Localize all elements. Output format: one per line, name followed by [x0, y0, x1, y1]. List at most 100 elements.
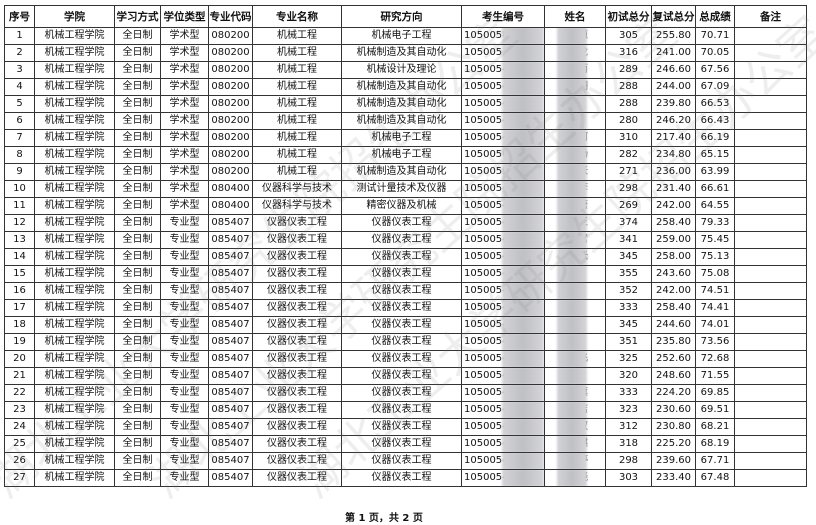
retest-score-text: 241.00 [656, 47, 691, 58]
major-code-text: 080400 [211, 200, 250, 211]
research-direction-cell: 仪器仪表工程 [341, 469, 462, 487]
total-score-cell: 66.61 [695, 180, 735, 198]
major-name-text: 仪器仪表工程 [267, 370, 327, 381]
study-mode-cell: 全日制 [114, 231, 161, 249]
degree-type-text: 学术型 [169, 200, 200, 211]
candidate-id-text: 105005411 [464, 251, 522, 262]
header-major-name: 专业名称 [252, 5, 342, 28]
research-direction-cell: 仪器仪表工程 [341, 333, 462, 351]
header-degree-type: 学位类型 [160, 5, 209, 28]
name-cell [544, 316, 606, 334]
redaction-blur [502, 79, 544, 95]
study-mode-text: 全日制 [122, 251, 153, 262]
study-mode-cell: 全日制 [114, 129, 161, 147]
major-code-cell: 080400 [208, 197, 253, 215]
major-code-text: 080200 [211, 149, 250, 160]
redaction-blur [502, 470, 544, 486]
remarks-cell [734, 418, 807, 436]
major-code-text: 085407 [211, 217, 250, 228]
table-row: 9 机械工程学院 全日制 学术型 080200 机械工程 机械制造及其自动化 10500552… [4, 163, 807, 181]
major-code-cell: 080200 [208, 44, 253, 62]
research-direction-cell: 仪器仪表工程 [341, 367, 462, 385]
remarks-cell [734, 299, 807, 317]
redaction-blur [502, 130, 544, 146]
page-footer: 第 1 页，共 2 页 [345, 513, 423, 524]
college-text: 机械工程学院 [44, 387, 105, 398]
college-cell: 机械工程学院 [34, 469, 115, 487]
research-direction-cell: 机械制造及其自动化 [341, 44, 462, 62]
major-name-text: 仪器仪表工程 [267, 217, 327, 228]
total-score-cell: 69.51 [695, 401, 735, 419]
index-text: 2 [16, 47, 23, 58]
index-text: 15 [13, 268, 26, 279]
major-code-text: 080200 [211, 30, 250, 41]
name-cell [544, 367, 606, 385]
major-code-cell: 085407 [208, 418, 253, 436]
table-row: 23 机械工程学院 全日制 专业型 085407 仪器仪表工程 仪器仪表工程 10500542… [4, 401, 807, 419]
index-text: 21 [13, 370, 26, 381]
prelim-score-cell: 298 [605, 180, 652, 198]
study-mode-text: 全日制 [122, 319, 153, 330]
prelim-score-cell: 333 [605, 384, 652, 402]
retest-score-cell: 255.80 [651, 27, 696, 45]
college-cell: 机械工程学院 [34, 27, 115, 45]
college-cell: 机械工程学院 [34, 146, 115, 164]
research-direction-text: 测试计量技术及仪器 [356, 183, 447, 194]
candidate-id-text: 105005420 [464, 268, 522, 279]
degree-type-cell: 专业型 [160, 231, 209, 249]
candidate-id-text: 105005520 [464, 166, 522, 177]
college-cell: 机械工程学院 [34, 367, 115, 385]
major-name-text: 仪器仪表工程 [267, 234, 327, 245]
major-code-text: 085407 [211, 421, 250, 432]
header-research-direction: 研究方向 [341, 5, 462, 28]
prelim-score-cell: 345 [605, 316, 652, 334]
major-code-text: 085407 [211, 472, 250, 483]
candidate-id-cell: 10500542 [461, 61, 545, 79]
name-cell [544, 333, 606, 351]
retest-score-cell: 230.60 [651, 401, 696, 419]
prelim-score-text: 298 [618, 183, 639, 194]
redaction-blur [557, 266, 587, 282]
candidate-id-text: 105005421 [464, 81, 522, 92]
study-mode-text: 全日制 [122, 166, 153, 177]
major-name-cell: 仪器仪表工程 [252, 367, 342, 385]
total-score-text: 75.45 [700, 234, 730, 245]
research-direction-cell: 仪器仪表工程 [341, 265, 462, 283]
total-score-text: 74.01 [700, 319, 730, 330]
redaction-blur [502, 28, 544, 44]
college-cell: 机械工程学院 [34, 44, 115, 62]
retest-score-text: 242.00 [656, 200, 691, 211]
research-direction-cell: 仪器仪表工程 [341, 384, 462, 402]
total-score-text: 70.05 [700, 47, 730, 58]
total-score-text: 72.68 [700, 353, 730, 364]
research-direction-text: 仪器仪表工程 [371, 302, 432, 313]
research-direction-cell: 测试计量技术及仪器 [341, 180, 462, 198]
major-code-cell: 080200 [208, 146, 253, 164]
major-name-cell: 仪器科学与技术 [252, 180, 342, 198]
redaction-blur [557, 419, 587, 435]
index-text: 24 [13, 421, 26, 432]
major-name-text: 机械工程 [277, 64, 317, 75]
index-text: 23 [13, 404, 26, 415]
prelim-score-text: 280 [618, 115, 639, 126]
retest-score-cell: 242.00 [651, 282, 696, 300]
degree-type-cell: 学术型 [160, 146, 209, 164]
remarks-cell [734, 248, 807, 266]
major-name-cell: 机械工程 [252, 163, 342, 181]
table-row: 6 机械工程学院 全日制 学术型 080200 机械工程 机械制造及其自动化 10500542… [4, 112, 807, 130]
table-row: 1 机械工程学院 全日制 学术型 080200 机械工程 机械电子工程 10500542 恒 30… [4, 27, 807, 45]
major-code-cell: 085407 [208, 333, 253, 351]
redaction-blur [502, 351, 544, 367]
remarks-cell [734, 367, 807, 385]
prelim-score-text: 333 [618, 387, 639, 398]
candidate-id-cell: 10500541 [461, 350, 545, 368]
degree-type-text: 专业型 [169, 387, 200, 398]
major-name-text: 仪器科学与技术 [262, 200, 332, 211]
major-code-cell: 085407 [208, 367, 253, 385]
degree-type-cell: 专业型 [160, 384, 209, 402]
study-mode-text: 全日制 [122, 438, 153, 449]
total-score-text: 67.48 [700, 472, 730, 483]
degree-type-cell: 专业型 [160, 418, 209, 436]
college-text: 机械工程学院 [44, 438, 105, 449]
research-direction-cell: 机械电子工程 [341, 146, 462, 164]
